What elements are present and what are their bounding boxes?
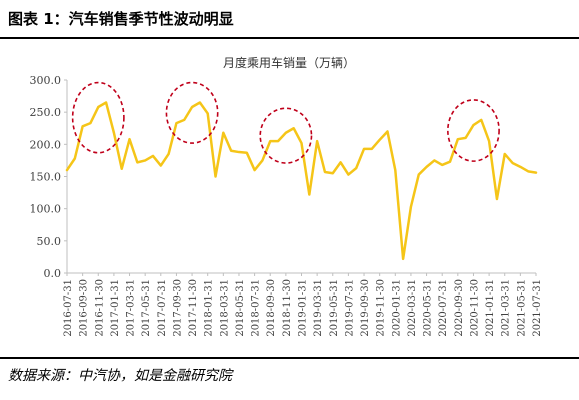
y-tick-label: 250.0 xyxy=(30,106,62,119)
series-layer xyxy=(65,101,538,261)
y-tick-label: 150.0 xyxy=(30,171,62,184)
figure-title: 图表 1：汽车销售季节性波动明显 xyxy=(8,10,234,28)
x-tick-label: 2021-01-31 xyxy=(485,279,496,337)
y-tick-label: 50.0 xyxy=(37,235,62,248)
x-tick-label: 2019-09-30 xyxy=(360,279,371,337)
series-line xyxy=(65,101,538,261)
y-tick-label: 100.0 xyxy=(30,203,62,216)
x-tick-label: 2017-01-31 xyxy=(110,279,121,337)
x-tick-label: 2017-07-31 xyxy=(157,279,168,337)
x-tick-label: 2020-07-31 xyxy=(438,279,449,337)
highlight-ellipse xyxy=(447,99,500,162)
x-tick-label: 2016-07-31 xyxy=(63,279,74,337)
x-tick-label: 2018-07-31 xyxy=(251,279,262,337)
x-tick-label: 2018-05-31 xyxy=(235,279,246,337)
x-tick-label: 2020-11-30 xyxy=(469,279,480,337)
chart-title: 月度乘用车销量（万辆） xyxy=(223,55,355,70)
highlight-ellipse xyxy=(71,81,125,154)
x-tick-label: 2020-01-31 xyxy=(391,279,402,337)
x-tick-label: 2016-09-30 xyxy=(79,279,90,337)
x-tick-label: 2018-11-30 xyxy=(282,279,293,337)
x-tick-label: 2018-01-31 xyxy=(204,279,215,337)
x-tick-label: 2021-07-31 xyxy=(532,279,543,337)
x-tick-label: 2019-05-31 xyxy=(329,279,340,337)
x-tick-label: 2020-09-30 xyxy=(454,279,465,337)
y-tick-label: 300.0 xyxy=(30,74,62,87)
x-axis-ticks: 2016-07-31 2016-09-30 2016-11-30 2017-01-31… xyxy=(63,273,543,337)
highlight-ellipse xyxy=(165,81,219,144)
x-tick-label: 2021-03-31 xyxy=(501,279,512,337)
chart-axes xyxy=(66,80,536,274)
highlight-ellipses xyxy=(71,81,500,164)
x-tick-label: 2018-09-30 xyxy=(266,279,277,337)
x-tick-label: 2019-07-31 xyxy=(344,279,355,337)
y-tick-label: 200.0 xyxy=(30,138,62,151)
x-tick-label: 2019-01-31 xyxy=(298,279,309,337)
highlight-ellipse xyxy=(259,107,313,164)
title-divider xyxy=(0,37,579,39)
footer-divider xyxy=(0,357,579,359)
x-tick-label: 2017-03-31 xyxy=(126,279,137,337)
x-tick-label: 2019-11-30 xyxy=(376,279,387,337)
x-tick-label: 2017-11-30 xyxy=(188,279,199,337)
x-tick-label: 2018-03-31 xyxy=(219,279,230,337)
x-tick-label: 2017-05-31 xyxy=(141,279,152,337)
x-tick-label: 2020-05-31 xyxy=(423,279,434,337)
x-tick-label: 2019-03-31 xyxy=(313,279,324,337)
line-chart: 月度乘用车销量（万辆） 0.0 50.0 100.0 150.0 200.0 250.0 3… xyxy=(30,55,544,337)
x-tick-label: 2016-11-30 xyxy=(94,279,105,337)
x-tick-label: 2017-09-30 xyxy=(172,279,183,337)
x-tick-label: 2021-05-31 xyxy=(516,279,527,337)
y-tick-label: 0.0 xyxy=(44,267,62,280)
x-tick-label: 2020-03-31 xyxy=(407,279,418,337)
source-note: 数据来源：中汽协，如是金融研究院 xyxy=(8,368,232,384)
y-axis-ticks: 0.0 50.0 100.0 150.0 200.0 250.0 300.0 xyxy=(30,74,67,280)
